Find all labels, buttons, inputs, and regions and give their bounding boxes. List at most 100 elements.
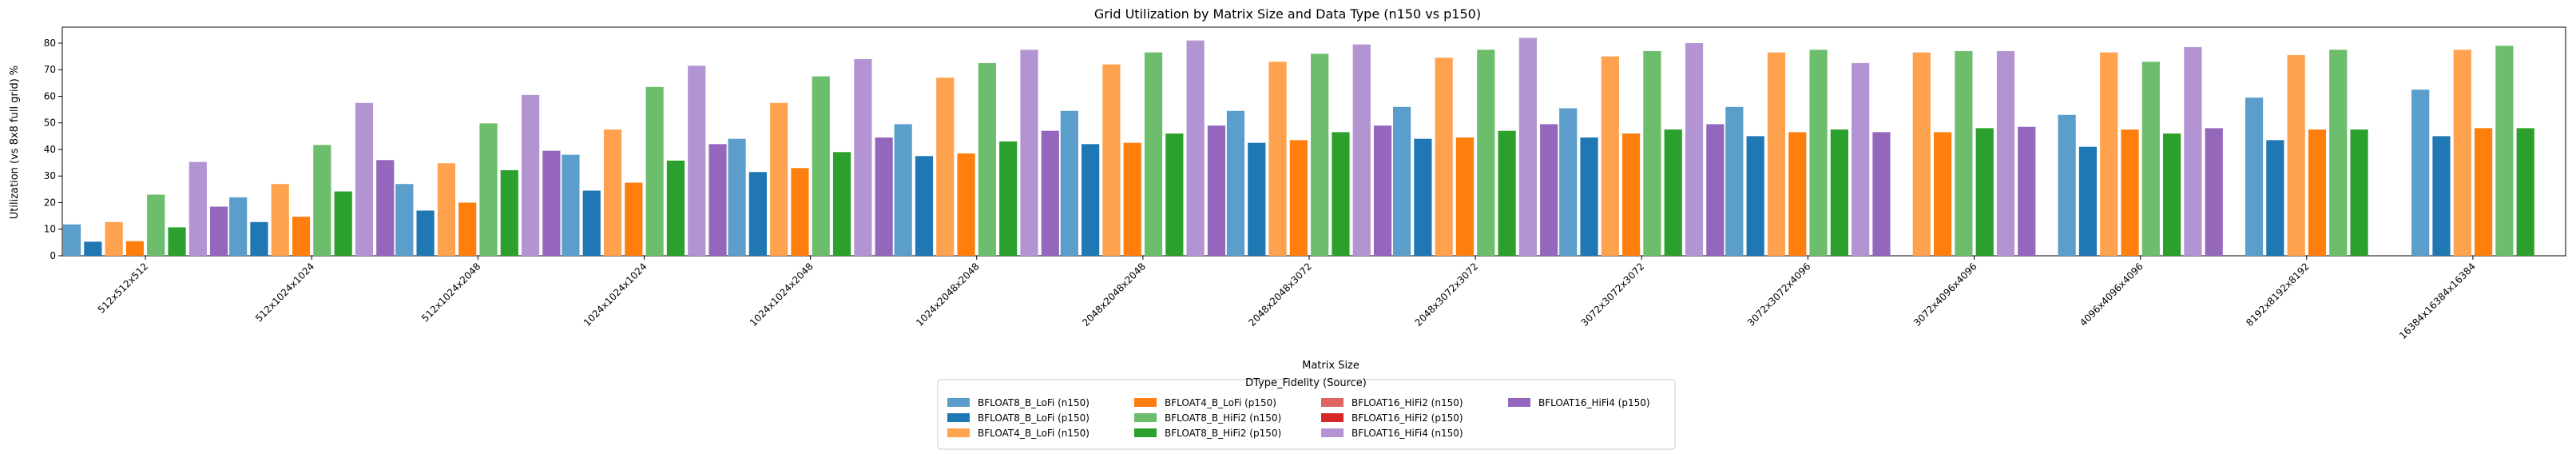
- bar: [2184, 46, 2202, 256]
- bar: [1248, 142, 1266, 256]
- x-tick-label: 1024x1024x2048: [748, 261, 816, 329]
- legend-label: BFLOAT8_B_HiFi2 (n150): [1165, 412, 1281, 424]
- bar: [479, 123, 498, 256]
- legend-label: BFLOAT16_HiFi2 (n150): [1352, 397, 1463, 408]
- bar: [1435, 58, 1453, 256]
- bar: [2495, 46, 2514, 257]
- bar: [1746, 136, 1764, 256]
- legend-entry: BFLOAT8_B_HiFi2 (n150): [1134, 412, 1281, 424]
- bar: [168, 227, 186, 256]
- x-tick-label: 3072x3072x4096: [1745, 261, 1813, 329]
- bar: [875, 137, 893, 256]
- legend-label: BFLOAT4_B_LoFi (n150): [978, 428, 1090, 439]
- bar: [2432, 136, 2451, 256]
- bar: [666, 160, 685, 256]
- bar: [1830, 129, 1848, 256]
- legend-swatch: [947, 398, 970, 407]
- bar: [334, 191, 352, 256]
- bar: [1643, 50, 1661, 256]
- bar: [688, 66, 706, 256]
- y-tick-label: 80: [44, 38, 56, 49]
- bar: [1622, 133, 1641, 256]
- bar: [250, 221, 268, 256]
- legend-swatch: [947, 413, 970, 422]
- bar: [2308, 129, 2327, 256]
- bar: [1289, 140, 1308, 256]
- legend-entry: BFLOAT8_B_HiFi2 (p150): [1134, 428, 1281, 439]
- bar: [1852, 62, 1870, 256]
- legend-entry: BFLOAT16_HiFi4 (n150): [1321, 428, 1463, 439]
- legend-swatch: [1321, 413, 1344, 422]
- legend-entry: BFLOAT16_HiFi2 (p150): [1321, 412, 1463, 424]
- bar: [562, 154, 580, 256]
- plot-area: [62, 26, 2566, 257]
- bar: [1933, 132, 1952, 256]
- bar: [1767, 52, 1786, 257]
- bar: [500, 169, 518, 256]
- bar: [1102, 64, 1121, 256]
- bar: [1912, 52, 1931, 257]
- legend-swatch: [1134, 413, 1157, 422]
- bar: [894, 124, 912, 256]
- y-tick-label: 0: [50, 250, 56, 261]
- bar: [832, 152, 851, 256]
- bar: [791, 168, 809, 256]
- x-tick-label: 1024x1024x1024: [581, 261, 649, 329]
- bar: [1685, 42, 1704, 256]
- legend-entry: BFLOAT8_B_LoFi (p150): [947, 412, 1090, 424]
- bar: [2141, 62, 2160, 256]
- y-axis-label: Utilization (vs 8x8 full grid) %: [9, 66, 21, 220]
- bar: [355, 102, 374, 256]
- bar: [2474, 128, 2493, 256]
- bar: [1601, 56, 1619, 257]
- bar: [458, 202, 477, 256]
- bar: [125, 241, 145, 256]
- legend-label: BFLOAT16_HiFi4 (p150): [1538, 397, 1650, 408]
- bar: [854, 58, 872, 256]
- y-axis: 0 10 20 30 40 50 60 70 80: [44, 38, 62, 261]
- bar: [1975, 128, 1994, 256]
- bar: [2018, 126, 2036, 256]
- bar: [376, 160, 395, 256]
- bar: [2163, 133, 2181, 256]
- legend-entry: BFLOAT8_B_LoFi (n150): [947, 397, 1090, 408]
- bar: [313, 145, 331, 256]
- bar: [999, 141, 1018, 256]
- bar: [1706, 124, 1725, 256]
- x-tick-label: 3072x4096x4096: [1911, 261, 1979, 329]
- bar: [1725, 106, 1744, 256]
- legend-label: BFLOAT8_B_HiFi2 (p150): [1165, 428, 1281, 439]
- legend-entry: BFLOAT16_HiFi2 (n150): [1321, 397, 1463, 408]
- x-tick-label: 512x512x512: [96, 261, 151, 316]
- x-axis: 512x512x512 512x1024x1024 512x1024x2048 102…: [96, 256, 2478, 341]
- x-tick-label: 512x1024x1024: [253, 261, 316, 324]
- bar: [603, 129, 622, 256]
- x-axis-label: Matrix Size: [1302, 360, 1359, 372]
- bar: [2245, 98, 2264, 257]
- bar: [1872, 132, 1891, 256]
- bar: [210, 206, 228, 256]
- bar: [1498, 130, 1516, 256]
- bar: [1518, 38, 1537, 256]
- legend-label: BFLOAT16_HiFi4 (n150): [1352, 428, 1463, 439]
- bar: [395, 184, 414, 256]
- bar: [1144, 52, 1163, 257]
- bar: [147, 194, 165, 256]
- bar: [1311, 54, 1329, 256]
- legend-swatch: [1321, 398, 1344, 407]
- legend-label: BFLOAT8_B_LoFi (n150): [978, 397, 1090, 408]
- bar: [2205, 128, 2223, 256]
- bar: [271, 184, 289, 256]
- bar: [1332, 132, 1350, 256]
- bar: [1788, 132, 1807, 256]
- bar: [708, 144, 727, 256]
- legend-entry: BFLOAT4_B_LoFi (n150): [947, 428, 1090, 439]
- bar: [1060, 110, 1078, 256]
- y-tick-label: 10: [44, 224, 56, 235]
- bar: [1207, 125, 1226, 256]
- bar: [1392, 106, 1411, 256]
- bar: [2287, 54, 2305, 256]
- bar: [978, 62, 996, 256]
- bar: [1477, 50, 1495, 256]
